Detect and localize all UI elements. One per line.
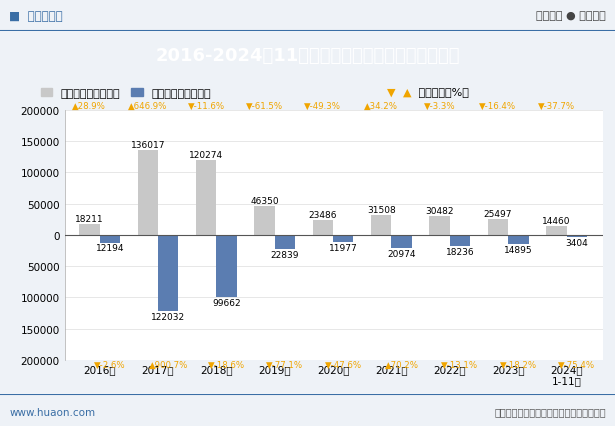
Text: ▼-2.6%: ▼-2.6% xyxy=(94,360,125,369)
Text: ▼-47.6%: ▼-47.6% xyxy=(325,360,362,369)
Text: ▼-18.6%: ▼-18.6% xyxy=(208,360,245,369)
Text: ▼-18.2%: ▼-18.2% xyxy=(500,360,537,369)
Text: 数据来源：中国海关；华经产业研究院整理: 数据来源：中国海关；华经产业研究院整理 xyxy=(494,407,606,417)
Text: ▲900.7%: ▲900.7% xyxy=(148,360,188,369)
Bar xyxy=(100,235,120,243)
Text: ▼: ▼ xyxy=(387,87,396,97)
Text: ▼-37.7%: ▼-37.7% xyxy=(538,102,575,111)
Bar xyxy=(158,235,178,311)
Text: 25497: 25497 xyxy=(483,210,512,219)
Text: 23486: 23486 xyxy=(309,211,337,220)
Text: 同比增速（%）: 同比增速（%） xyxy=(415,87,469,97)
Bar xyxy=(196,161,216,235)
Bar xyxy=(79,224,100,235)
Text: 120274: 120274 xyxy=(189,150,223,159)
Bar xyxy=(254,207,275,235)
Bar xyxy=(391,235,412,248)
Text: 14460: 14460 xyxy=(542,216,571,225)
Text: www.huaon.com: www.huaon.com xyxy=(9,407,95,417)
Text: ▼-11.6%: ▼-11.6% xyxy=(188,102,224,111)
Text: 20974: 20974 xyxy=(387,249,416,258)
Text: 12194: 12194 xyxy=(95,244,124,253)
Bar xyxy=(138,151,158,235)
Text: ▼-75.4%: ▼-75.4% xyxy=(558,360,595,369)
Bar xyxy=(450,235,470,247)
Text: 2016-2024年11月贵州省外商投资企业进、出口额: 2016-2024年11月贵州省外商投资企业进、出口额 xyxy=(155,46,460,64)
Text: 18211: 18211 xyxy=(75,214,104,223)
Bar xyxy=(275,235,295,250)
Bar xyxy=(429,216,450,235)
Text: 31508: 31508 xyxy=(367,206,395,215)
Text: 136017: 136017 xyxy=(130,141,165,150)
Bar xyxy=(508,235,528,245)
Text: ▼-77.1%: ▼-77.1% xyxy=(266,360,303,369)
Bar xyxy=(371,216,391,235)
Text: ▲646.9%: ▲646.9% xyxy=(128,102,167,111)
Text: ▲70.2%: ▲70.2% xyxy=(384,360,419,369)
Text: ▼-61.5%: ▼-61.5% xyxy=(246,102,283,111)
Bar xyxy=(216,235,237,297)
Text: ■  华经情报网: ■ 华经情报网 xyxy=(9,9,63,23)
Text: ▲28.9%: ▲28.9% xyxy=(73,102,106,111)
Bar xyxy=(312,221,333,235)
Bar xyxy=(488,219,508,235)
Text: ▼-13.1%: ▼-13.1% xyxy=(442,360,478,369)
Text: 46350: 46350 xyxy=(250,196,279,206)
Legend: 出口总额（万美元）, 进口总额（万美元）: 出口总额（万美元）, 进口总额（万美元） xyxy=(36,84,215,103)
Text: ▼-49.3%: ▼-49.3% xyxy=(304,102,341,111)
Bar xyxy=(546,226,566,235)
Text: ▼-3.3%: ▼-3.3% xyxy=(424,102,455,111)
Text: 99662: 99662 xyxy=(212,298,241,308)
Bar xyxy=(566,235,587,237)
Text: ▲34.2%: ▲34.2% xyxy=(364,102,398,111)
Text: 14895: 14895 xyxy=(504,245,533,255)
Text: 3404: 3404 xyxy=(565,239,588,248)
Text: 11977: 11977 xyxy=(329,244,358,253)
Text: ▲: ▲ xyxy=(403,87,411,97)
Text: 18236: 18236 xyxy=(446,248,474,256)
Text: 122032: 122032 xyxy=(151,312,185,321)
Text: 22839: 22839 xyxy=(271,250,299,259)
Text: ▼-16.4%: ▼-16.4% xyxy=(479,102,517,111)
Text: 专业严谨 ● 客观科学: 专业严谨 ● 客观科学 xyxy=(536,11,606,21)
Bar xyxy=(333,235,354,243)
Text: 30482: 30482 xyxy=(426,207,454,216)
